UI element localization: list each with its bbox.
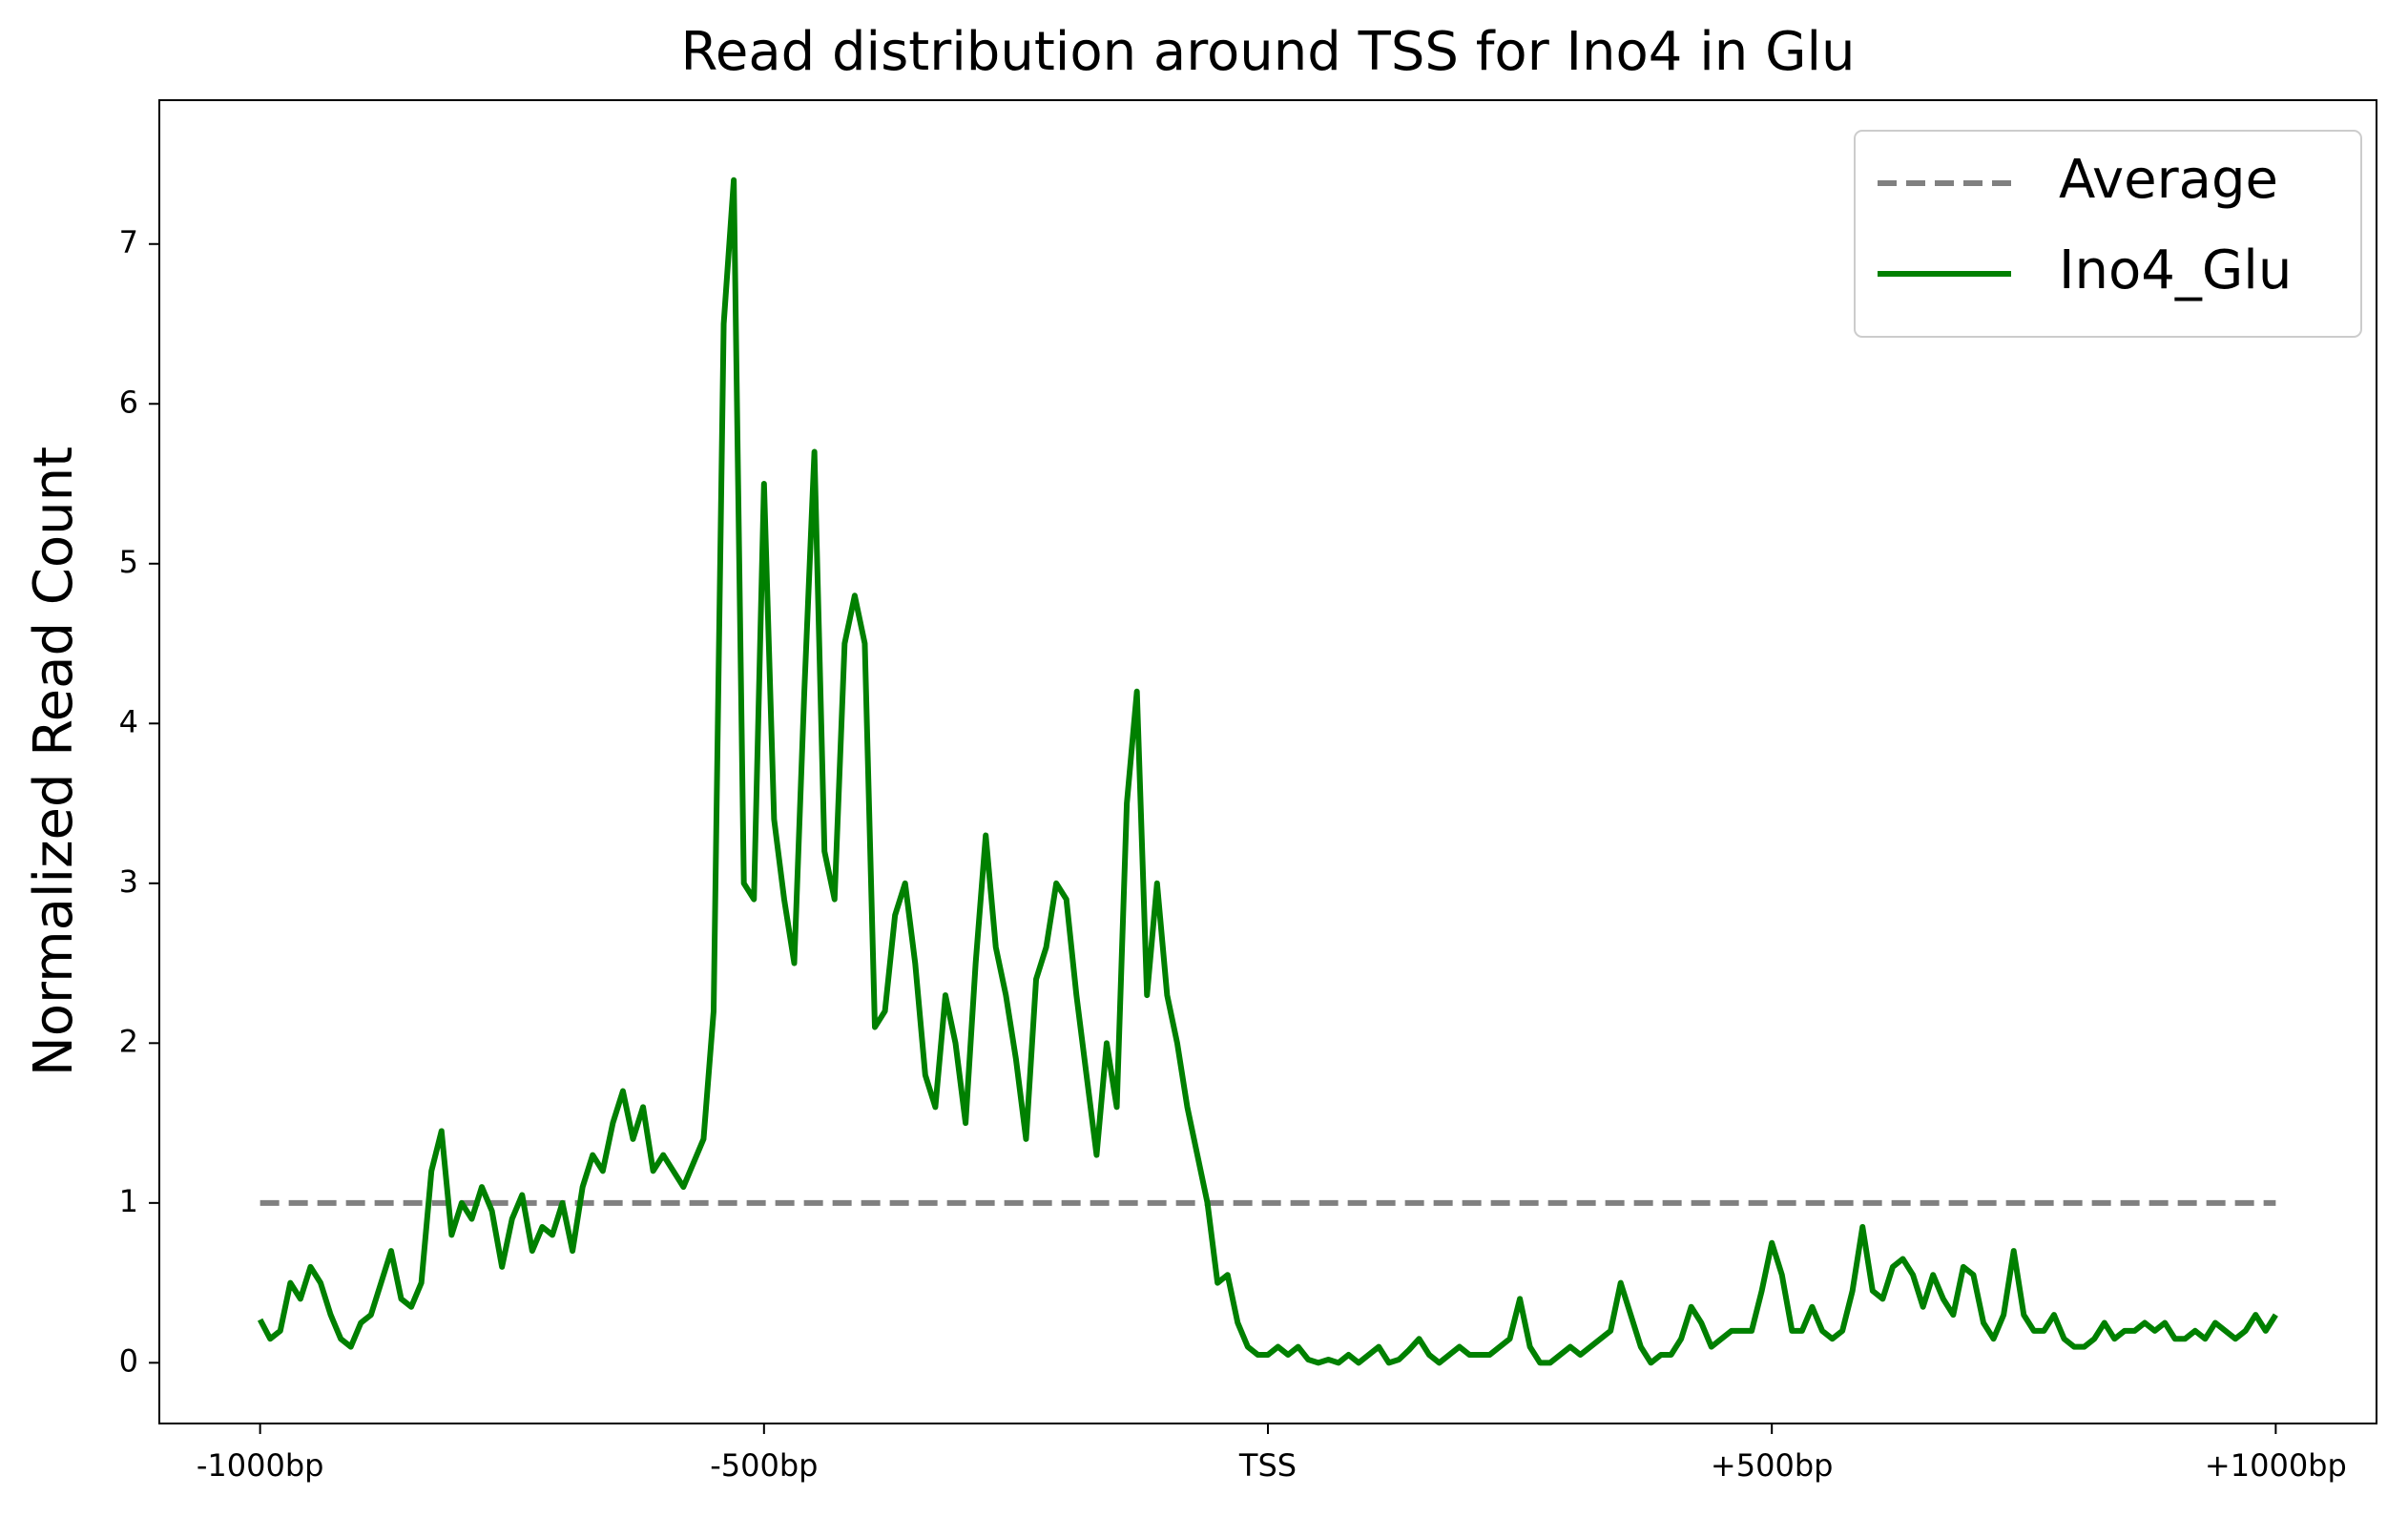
y-axis-label: Normalized Read Count [23, 447, 85, 1076]
y-tick-label: 7 [119, 224, 138, 260]
plot-area [257, 177, 2278, 1366]
x-tick-label: -500bp [710, 1447, 818, 1484]
x-tick-label: TSS [1238, 1447, 1297, 1484]
axes-frame [158, 99, 2377, 1424]
data-line [257, 177, 2278, 1366]
y-tick-label: 2 [119, 1023, 138, 1059]
legend: Average Ino4_Glu [1854, 130, 2362, 338]
y-tick-label: 3 [119, 863, 138, 900]
legend-label: Average [2059, 149, 2278, 211]
y-tick-label: 0 [119, 1342, 138, 1379]
y-tick-label: 4 [119, 703, 138, 739]
x-tick-label: +1000bp [2205, 1447, 2347, 1484]
y-tick-label: 5 [119, 544, 138, 580]
legend-label: Ino4_Glu [2059, 239, 2292, 301]
y-tick-label: 6 [119, 384, 138, 420]
x-tick-label: -1000bp [197, 1447, 324, 1484]
x-tick-label: +500bp [1711, 1447, 1834, 1484]
y-tick-label: 1 [119, 1183, 138, 1219]
chart-title: Read distribution around TSS for Ino4 in… [680, 21, 1855, 83]
